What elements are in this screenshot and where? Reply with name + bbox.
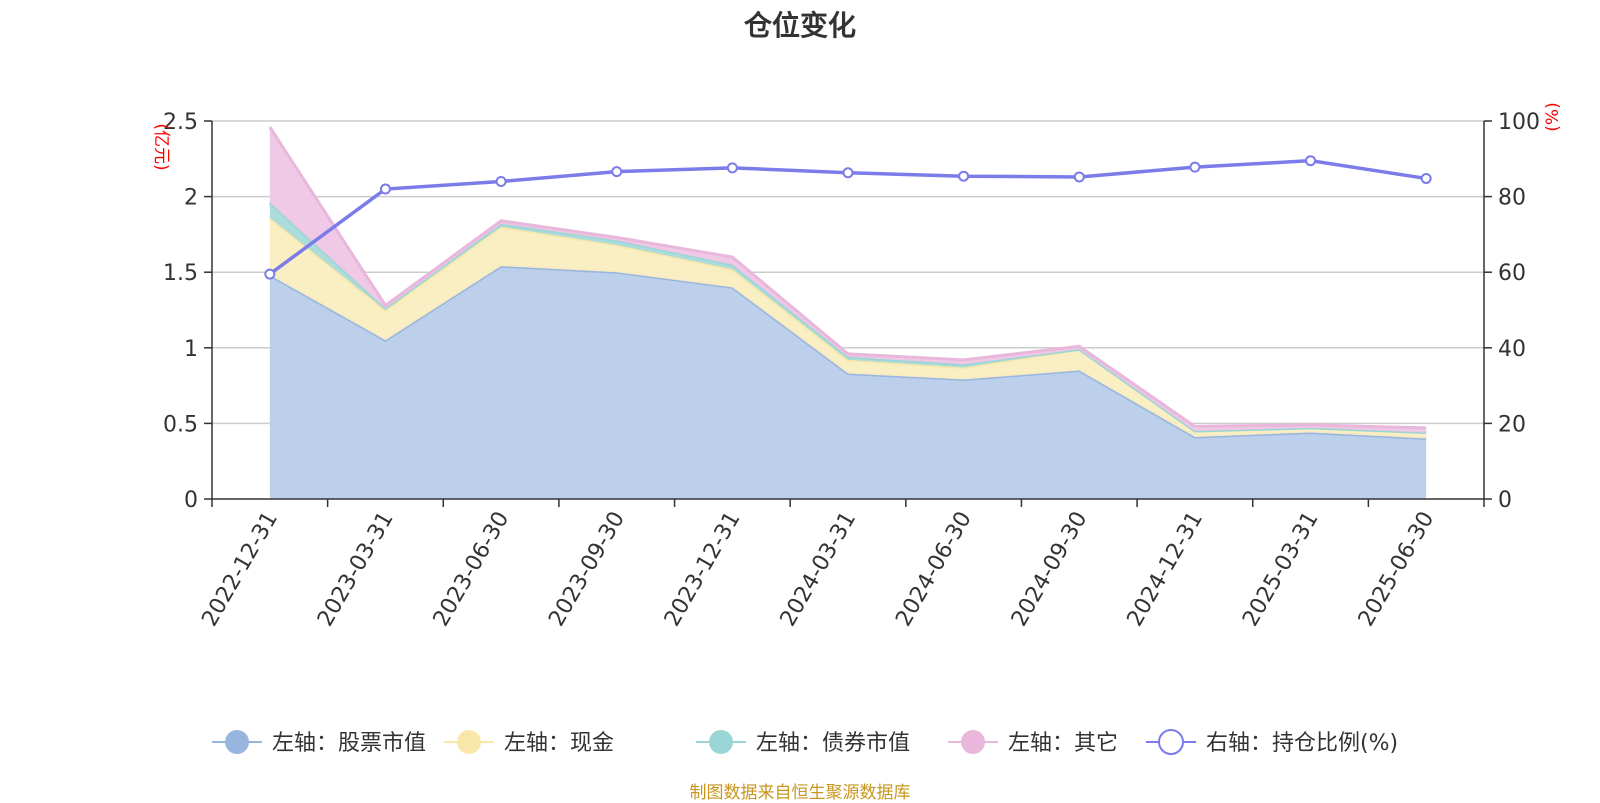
legend-label: 右轴：持仓比例(%) bbox=[1206, 731, 1398, 756]
left-tick-label: 1 bbox=[184, 337, 198, 362]
x-tick-label: 2025-03-31 bbox=[1238, 508, 1324, 631]
x-tick-label: 2023-09-30 bbox=[544, 508, 630, 631]
legend-swatch-marker bbox=[961, 730, 985, 754]
legend-swatch-marker bbox=[225, 730, 249, 754]
legend-item: 左轴：股票市值 bbox=[212, 730, 426, 756]
right-tick-label: 60 bbox=[1498, 261, 1526, 286]
stacked-areas bbox=[268, 126, 1427, 499]
left-tick-label: 0 bbox=[184, 488, 198, 513]
x-tick-label: 2024-12-31 bbox=[1123, 508, 1209, 631]
ratio-point bbox=[1073, 171, 1085, 183]
legend-item: 左轴：债券市值 bbox=[696, 730, 910, 756]
legend-item: 右轴：持仓比例(%) bbox=[1146, 729, 1398, 756]
chart-title: 仓位变化 bbox=[743, 9, 856, 42]
x-tick-label: 2024-09-30 bbox=[1007, 508, 1093, 631]
legend-swatch-marker bbox=[1158, 729, 1184, 755]
legend-swatch-marker bbox=[457, 730, 481, 754]
legend: 左轴：股票市值 左轴：现金 左轴：债券市值 左轴：其它 右轴：持仓比例(%) bbox=[212, 729, 1398, 756]
area-1 bbox=[269, 266, 1427, 499]
right-tick-label: 100 bbox=[1498, 110, 1540, 135]
ratio-point bbox=[1305, 155, 1317, 167]
ratio-point bbox=[264, 268, 276, 280]
right-tick-label: 0 bbox=[1498, 488, 1512, 513]
x-tick-label: 2022-12-31 bbox=[197, 508, 283, 631]
legend-label: 左轴：现金 bbox=[504, 731, 614, 756]
area-edge-4 bbox=[268, 126, 1427, 430]
left-tick-label: 2.5 bbox=[163, 110, 198, 135]
legend-item: 左轴：现金 bbox=[444, 730, 614, 756]
legend-item: 左轴：其它 bbox=[948, 730, 1118, 756]
legend-swatch-marker bbox=[709, 730, 733, 754]
right-axis-unit: (%) bbox=[1543, 102, 1563, 131]
x-tick-label: 2023-06-30 bbox=[429, 508, 515, 631]
legend-label: 左轴：其它 bbox=[1008, 731, 1118, 756]
right-tick-label: 40 bbox=[1498, 337, 1526, 362]
position-ratio-line bbox=[264, 155, 1432, 280]
ratio-point bbox=[958, 170, 970, 182]
right-tick-label: 20 bbox=[1498, 412, 1526, 437]
ratio-point bbox=[1189, 161, 1201, 173]
left-tick-label: 0.5 bbox=[163, 412, 198, 437]
x-tick-label: 2024-06-30 bbox=[891, 508, 977, 631]
x-tick-label: 2024-03-31 bbox=[776, 508, 862, 631]
legend-label: 左轴：股票市值 bbox=[272, 731, 426, 756]
ratio-point bbox=[495, 175, 507, 187]
ratio-point bbox=[726, 162, 738, 174]
left-tick-label: 1.5 bbox=[163, 261, 198, 286]
x-tick-label: 2023-03-31 bbox=[313, 508, 399, 631]
ratio-point bbox=[379, 183, 391, 195]
x-tick-label: 2023-12-31 bbox=[660, 508, 746, 631]
ratio-point bbox=[611, 166, 623, 178]
legend-label: 左轴：债券市值 bbox=[756, 731, 910, 756]
left-axis-unit: (亿元) bbox=[151, 123, 171, 170]
ratio-point bbox=[842, 167, 854, 179]
data-source-footer: 制图数据来自恒生聚源数据库 bbox=[689, 783, 911, 803]
left-tick-label: 2 bbox=[184, 186, 198, 211]
right-tick-label: 80 bbox=[1498, 186, 1526, 211]
ratio-point bbox=[1420, 172, 1432, 184]
x-tick-label: 2025-06-30 bbox=[1354, 508, 1440, 631]
